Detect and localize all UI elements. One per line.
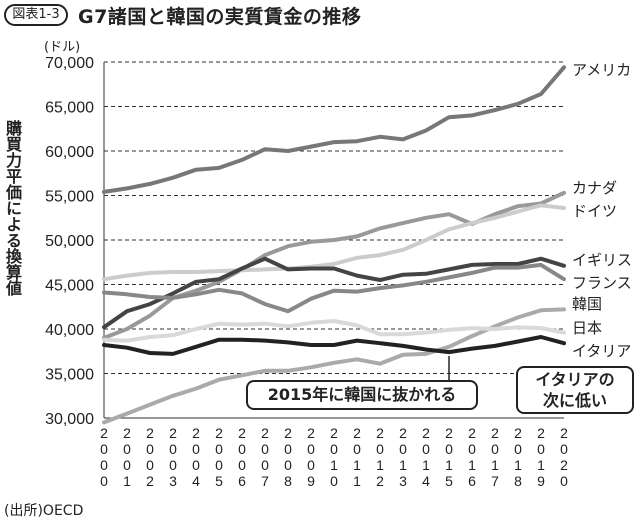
series-label-2: ドイツ xyxy=(572,202,617,220)
series-line-7 xyxy=(102,335,566,356)
series-line-2 xyxy=(102,203,566,282)
source-note: (出所)OECD xyxy=(4,503,84,519)
series-label-4: フランス xyxy=(572,274,632,292)
series-line-3 xyxy=(102,256,566,330)
y-tick-label: 40,000 xyxy=(45,322,94,339)
series-label-1: カナダ xyxy=(572,179,617,197)
x-tick-labels: 2 0 0 0 2 0 0 1 2 0 0 2 2 0 0 3 2 0 0 4 2 0 0 5 2 0 0 6 2 0 0 7 2 0 0 8 2 0 0 9… xyxy=(100,425,568,489)
annotation-italy: イタリアの 次に低い xyxy=(516,366,634,414)
chart-title: G7諸国と韓国の実質賃金の推移 xyxy=(78,6,362,28)
y-tick-label: 65,000 xyxy=(45,100,94,117)
unit-label: (ドル) xyxy=(44,40,81,55)
y-axis-label: 購買力平価による換算値 xyxy=(3,120,22,296)
annotation-italy-line1: イタリアの xyxy=(535,370,615,389)
series-line-0 xyxy=(102,65,566,194)
series-label-5: 韓国 xyxy=(572,295,602,313)
y-tick-label: 50,000 xyxy=(45,233,94,250)
series-label-0: アメリカ xyxy=(572,61,631,79)
series-lines xyxy=(102,65,566,425)
y-tick-label: 55,000 xyxy=(45,189,94,206)
series-line-6 xyxy=(102,319,566,343)
series-label-7: イタリア xyxy=(572,342,631,360)
grid xyxy=(103,61,564,419)
series-line-4 xyxy=(102,262,566,314)
series-label-6: 日本 xyxy=(572,319,602,337)
y-tick-label: 45,000 xyxy=(45,278,94,295)
series-label-3: イギリス xyxy=(572,251,632,269)
y-tick-label: 35,000 xyxy=(45,367,94,384)
y-tick-labels: 30,000 35,000 40,000 45,000 50,000 55,000 60,0… xyxy=(45,55,94,428)
y-tick-label: 70,000 xyxy=(45,55,94,72)
annotation-italy-line2: 次に低い xyxy=(542,391,607,410)
y-tick-label: 30,000 xyxy=(45,411,94,428)
annotation-korea-passes-japan: 2015年に韓国に抜かれる xyxy=(246,380,478,410)
figure-badge: 図表1-3 xyxy=(4,4,68,26)
y-tick-label: 60,000 xyxy=(45,144,94,161)
